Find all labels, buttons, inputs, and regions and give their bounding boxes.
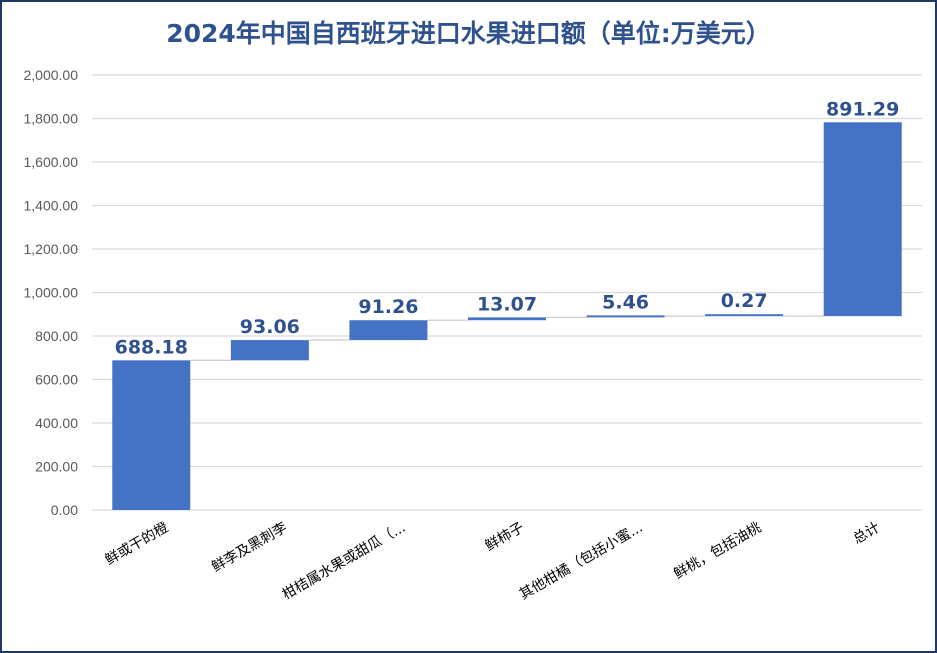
data-label: 688.18: [115, 336, 188, 358]
bar: [468, 317, 546, 321]
x-axis-label: 鲜或干的橙: [103, 520, 172, 569]
data-label: 891.29: [826, 98, 899, 120]
bars: [112, 122, 902, 510]
bar: [586, 315, 665, 318]
y-tick-label: 800.00: [35, 328, 78, 344]
y-tick-label: 2,000.00: [24, 67, 79, 83]
data-label: 0.27: [721, 290, 768, 312]
bar: [230, 340, 309, 361]
data-label: 13.07: [477, 293, 537, 315]
bar: [349, 320, 428, 341]
y-tick-label: 1,400.00: [24, 198, 79, 214]
bar: [705, 314, 784, 317]
data-labels: 688.18 93.06 91.26 13.07 5.46 0.27 891.29: [115, 98, 900, 358]
x-axis-label: 鲜桃，包括油桃: [671, 520, 764, 583]
y-tick-label: 0.00: [51, 502, 78, 518]
y-tick-label: 1,600.00: [24, 154, 79, 170]
y-tick-label: 600.00: [35, 372, 78, 388]
gridlines: [92, 74, 922, 511]
y-tick-label: 400.00: [35, 415, 78, 431]
data-label: 5.46: [602, 291, 649, 313]
x-axis-label: 鲜柿子: [482, 519, 527, 555]
connector-lines: [190, 315, 824, 361]
data-label: 91.26: [358, 296, 418, 318]
x-axis-label: 柑桔属水果或甜瓜（...: [280, 520, 409, 604]
data-label: 93.06: [240, 316, 300, 338]
bar: [112, 360, 191, 510]
y-tick-label: 200.00: [35, 459, 78, 475]
y-tick-label: 1,800.00: [24, 111, 79, 127]
x-axis-label: 鲜李及黑刺李: [209, 520, 290, 576]
y-axis-ticks: 0.00 200.00 400.00 600.00 800.00 1,000.00 1,20…: [24, 67, 79, 518]
x-axis-label: 总计: [850, 520, 882, 548]
y-tick-label: 1,200.00: [24, 241, 79, 257]
chart-title: 2024年中国自西班牙进口水果进口额（单位:万美元）: [166, 19, 771, 48]
y-tick-label: 1,000.00: [24, 285, 79, 301]
x-axis-label: 其他柑橘（包括小蜜...: [517, 520, 646, 604]
bar: [823, 122, 902, 317]
